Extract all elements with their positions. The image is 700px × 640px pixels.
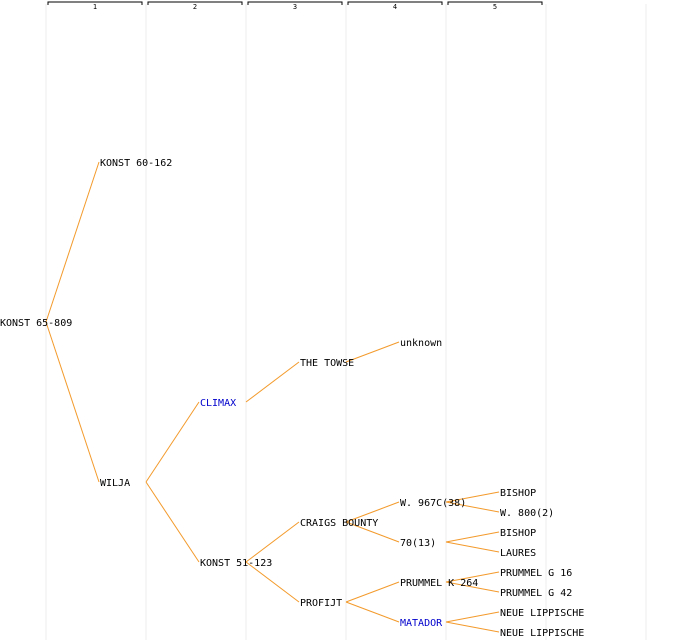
ancestor-name: CRAIGS BOUNTY (300, 518, 378, 529)
generation-bracket (347, 1, 443, 5)
pedigree-edge (145, 401, 200, 483)
generation-header: 1 2 3 4 5 (47, 1, 543, 11)
pedigree-edge (445, 541, 500, 553)
ancestor-name: BISHOP (500, 528, 536, 539)
column-grid (45, 4, 647, 640)
ancestor-name: PRUMMEL K 264 (400, 578, 478, 589)
pedigree-edges (45, 161, 500, 633)
generation-number: 3 (293, 3, 297, 11)
ancestor-name: unknown (400, 338, 442, 349)
pedigree-edge (345, 501, 400, 523)
pedigree-edge (445, 531, 500, 543)
ancestor-name: W. 800(2) (500, 508, 554, 519)
generation-number: 1 (93, 3, 97, 11)
ancestor-name: WILJA (100, 478, 130, 489)
pedigree-edge (245, 361, 300, 403)
ancestor-name: W. 967C(38) (400, 498, 466, 509)
ancestor-name: PRUMMEL G 42 (500, 588, 572, 599)
pedigree-edge (345, 521, 400, 543)
ancestor-link[interactable]: MATADOR (400, 618, 443, 629)
pedigree-edge (45, 161, 100, 323)
generation-bracket (447, 1, 543, 5)
pedigree-nodes: KONST 65-809 KONST 60-162 WILJA CLIMAX KONST… (0, 158, 584, 639)
pedigree-edge (245, 521, 300, 563)
pedigree-edge (445, 501, 500, 513)
ancestor-name: BISHOP (500, 488, 536, 499)
generation-number: 4 (393, 3, 397, 11)
pedigree-edge (445, 571, 500, 583)
pedigree-edge (445, 581, 500, 593)
ancestor-link[interactable]: CLIMAX (200, 398, 236, 409)
pedigree-edge (245, 561, 300, 603)
ancestor-name: KONST 60-162 (100, 158, 172, 169)
ancestor-name: PROFIJT (300, 598, 342, 609)
pedigree-edge (345, 341, 400, 363)
generation-bracket (247, 1, 343, 5)
pedigree-edge (445, 491, 500, 503)
pedigree-edge (45, 321, 100, 483)
generation-bracket (47, 1, 143, 5)
pedigree-edge (145, 481, 200, 563)
ancestor-name: NEUE LIPPISCHE (500, 608, 584, 619)
ancestor-name: KONST 51-123 (200, 558, 272, 569)
ancestor-name: 70(13) (400, 538, 436, 549)
ancestor-name: LAURES (500, 548, 536, 559)
ancestor-name: THE TOWSE (300, 358, 354, 369)
generation-number: 5 (493, 3, 497, 11)
pedigree-edge (345, 581, 400, 603)
ancestor-name: KONST 65-809 (0, 318, 72, 329)
ancestor-name: NEUE LIPPISCHE (500, 628, 584, 639)
generation-bracket (147, 1, 243, 5)
pedigree-edge (345, 601, 400, 623)
ancestor-name: PRUMMEL G 16 (500, 568, 572, 579)
pedigree-edge (445, 611, 500, 623)
generation-number: 2 (193, 3, 197, 11)
pedigree-edge (445, 621, 500, 633)
